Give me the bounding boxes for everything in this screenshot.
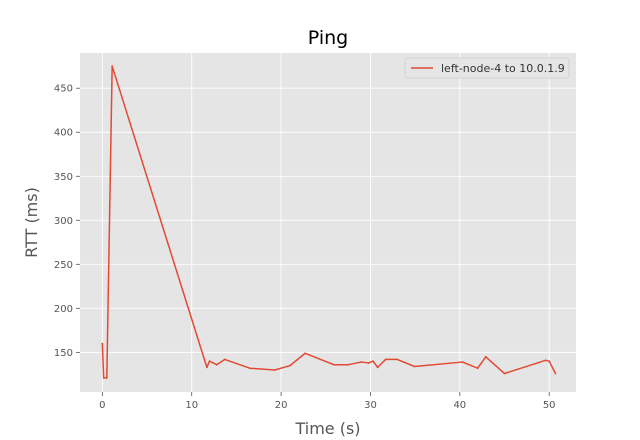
y-tick-label: 200 [54, 304, 73, 315]
data-point [384, 358, 387, 361]
y-tick-label: 150 [54, 348, 73, 359]
data-point [304, 352, 307, 355]
y-tick-label: 250 [54, 260, 73, 271]
chart-title: Ping [308, 27, 348, 49]
data-point [484, 355, 487, 358]
data-point [360, 361, 363, 363]
data-point [289, 364, 291, 367]
data-point [105, 377, 108, 379]
y-tick-label: 350 [54, 172, 73, 183]
x-tick-label: 0 [99, 400, 105, 411]
data-point [476, 367, 479, 370]
y-tick-label: 450 [54, 84, 73, 95]
x-tick-label: 20 [275, 400, 288, 411]
data-point [548, 360, 551, 363]
legend-box [404, 57, 570, 79]
series-line [101, 65, 557, 379]
x-tick-label: 30 [364, 400, 377, 411]
data-point [332, 363, 335, 366]
data-point [215, 363, 218, 366]
axis-ticks: 0 10 20 30 40 50 150 200 250 300 350 400 450 [54, 84, 556, 411]
y-tick-label: 400 [54, 128, 73, 139]
data-point [101, 342, 104, 345]
legend: left-node-4 to 10.0.1.9 [404, 57, 570, 79]
data-point [206, 366, 208, 369]
data-point [102, 377, 105, 379]
data-point [248, 367, 251, 370]
data-point [208, 360, 211, 363]
data-point [461, 361, 464, 363]
data-point [273, 369, 276, 371]
data-point [554, 372, 557, 375]
x-axis-title: Time (s) [294, 419, 360, 438]
data-point [223, 358, 226, 361]
grid [80, 53, 576, 392]
legend-label: left-node-4 to 10.0.1.9 [441, 62, 565, 75]
y-axis-title: RTT (ms) [22, 187, 41, 258]
data-point [372, 360, 375, 363]
plot-area [80, 53, 576, 392]
x-tick-label: 10 [185, 400, 198, 411]
data-point [413, 365, 416, 368]
series-layer [101, 65, 557, 379]
data-point [367, 362, 370, 364]
x-tick-label: 40 [453, 400, 466, 411]
data-point [347, 363, 350, 366]
data-point [396, 358, 399, 361]
y-tick-label: 300 [54, 216, 73, 227]
data-point [376, 366, 379, 369]
data-point [503, 372, 506, 375]
data-point [111, 65, 114, 68]
x-tick-label: 50 [543, 400, 556, 411]
data-point [544, 359, 547, 362]
